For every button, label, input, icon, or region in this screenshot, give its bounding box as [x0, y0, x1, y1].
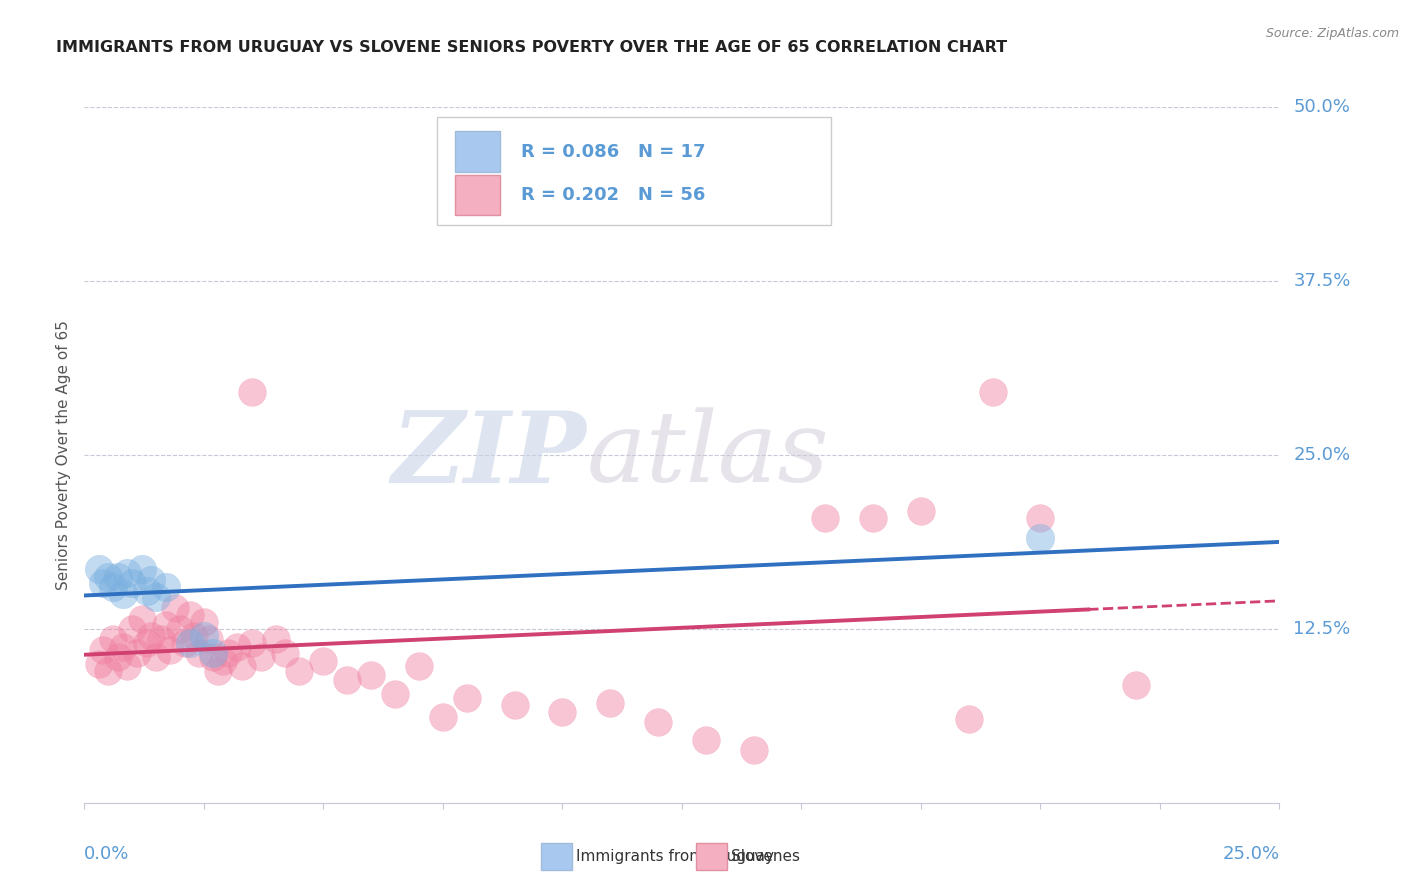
Point [1029, 532, 1052, 546]
Text: Immigrants from Uruguay: Immigrants from Uruguay [576, 849, 775, 863]
Point [647, 715, 669, 730]
Point [742, 743, 765, 757]
Point [131, 612, 153, 626]
Point [135, 636, 157, 650]
Point [197, 632, 219, 646]
Point [408, 659, 430, 673]
Point [957, 712, 980, 726]
Point [264, 632, 287, 646]
Point [503, 698, 526, 713]
Text: Slovenes: Slovenes [731, 849, 800, 863]
Point [274, 646, 297, 660]
Point [212, 654, 235, 668]
Point [312, 654, 335, 668]
Point [384, 687, 406, 701]
Point [910, 503, 932, 517]
Point [288, 664, 311, 678]
Text: 25.0%: 25.0% [1222, 845, 1279, 863]
Point [240, 385, 263, 400]
Point [862, 510, 884, 524]
Point [240, 636, 263, 650]
Point [93, 576, 115, 591]
Point [111, 640, 134, 654]
Point [117, 566, 139, 581]
Text: 37.5%: 37.5% [1294, 272, 1351, 290]
Point [981, 385, 1004, 400]
Point [1125, 677, 1147, 691]
Point [202, 646, 225, 660]
Point [145, 649, 167, 664]
Point [336, 673, 359, 688]
Point [121, 622, 143, 636]
Point [250, 649, 273, 664]
Point [107, 570, 129, 584]
Point [87, 657, 110, 671]
Point [97, 664, 120, 678]
Point [183, 629, 205, 643]
Point [155, 580, 177, 594]
Point [599, 696, 621, 710]
Point [131, 562, 153, 576]
Point [101, 632, 124, 646]
Text: 25.0%: 25.0% [1294, 446, 1351, 464]
Point [202, 649, 225, 664]
Point [226, 640, 249, 654]
Text: R = 0.202   N = 56: R = 0.202 N = 56 [520, 186, 704, 203]
Point [551, 706, 574, 720]
Point [193, 629, 215, 643]
Y-axis label: Seniors Poverty Over the Age of 65: Seniors Poverty Over the Age of 65 [56, 320, 72, 590]
Text: IMMIGRANTS FROM URUGUAY VS SLOVENE SENIORS POVERTY OVER THE AGE OF 65 CORRELATIO: IMMIGRANTS FROM URUGUAY VS SLOVENE SENIO… [56, 40, 1007, 55]
Text: 12.5%: 12.5% [1294, 620, 1351, 638]
Point [173, 636, 195, 650]
Point [193, 615, 215, 629]
Point [97, 570, 120, 584]
Point [360, 667, 382, 681]
Point [188, 646, 211, 660]
Point [179, 607, 201, 622]
Point [456, 691, 478, 706]
FancyBboxPatch shape [437, 118, 831, 226]
Point [695, 733, 717, 747]
Text: atlas: atlas [586, 408, 830, 502]
Point [135, 584, 157, 599]
Point [145, 590, 167, 604]
Point [117, 659, 139, 673]
Point [159, 642, 181, 657]
Point [93, 642, 115, 657]
Point [814, 510, 837, 524]
Point [107, 649, 129, 664]
FancyBboxPatch shape [456, 131, 501, 172]
Point [111, 587, 134, 601]
Point [101, 580, 124, 594]
Text: 0.0%: 0.0% [84, 845, 129, 863]
Point [141, 573, 163, 587]
Point [1029, 510, 1052, 524]
Point [432, 709, 454, 723]
Point [217, 646, 239, 660]
Point [207, 664, 229, 678]
Point [231, 659, 253, 673]
Text: Source: ZipAtlas.com: Source: ZipAtlas.com [1265, 27, 1399, 40]
Point [121, 576, 143, 591]
Text: ZIP: ZIP [391, 407, 586, 503]
Point [149, 632, 172, 646]
Point [165, 601, 187, 615]
Point [125, 646, 148, 660]
FancyBboxPatch shape [456, 175, 501, 215]
Point [87, 562, 110, 576]
Text: 50.0%: 50.0% [1294, 98, 1350, 116]
Text: R = 0.086   N = 17: R = 0.086 N = 17 [520, 143, 704, 161]
Point [179, 636, 201, 650]
Point [155, 617, 177, 632]
Point [141, 629, 163, 643]
Point [169, 622, 191, 636]
